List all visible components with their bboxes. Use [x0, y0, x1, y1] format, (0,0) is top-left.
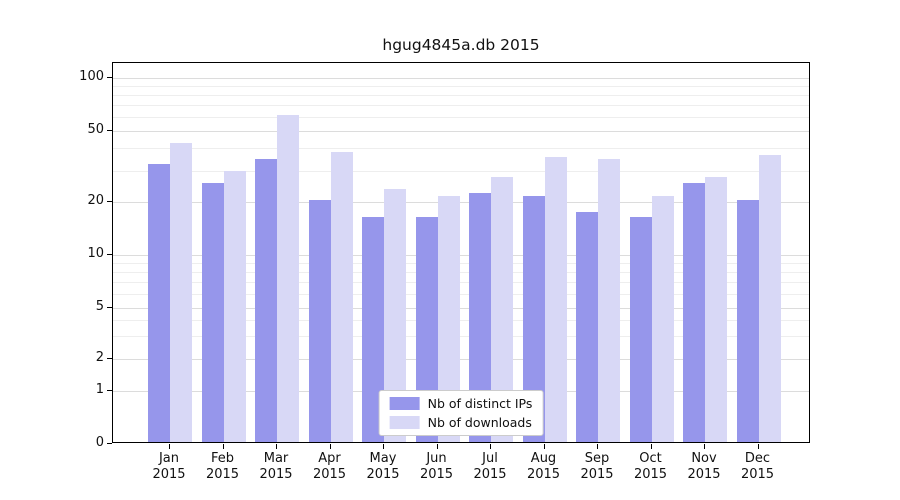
gridline-minor — [113, 272, 809, 274]
y-tick-mark — [107, 307, 112, 308]
bar-downloads — [544, 156, 567, 442]
gridline-major — [113, 131, 809, 132]
x-tick-mark — [222, 444, 224, 449]
bar-distinct-ips — [736, 200, 759, 442]
x-tick-label: Feb 2015 — [205, 451, 240, 482]
y-tick-mark — [107, 358, 112, 359]
gridline-minor — [113, 320, 809, 322]
y-tick-label: 5 — [95, 299, 104, 314]
bar-distinct-ips — [683, 182, 705, 442]
x-tick-label: Mar 2015 — [259, 451, 293, 482]
gridline-minor — [113, 148, 809, 150]
bar-downloads — [384, 189, 406, 442]
legend-label-downloads: Nb of downloads — [427, 415, 532, 430]
x-tick-label: Dec 2015 — [740, 451, 775, 482]
x-tick-mark — [383, 444, 384, 449]
gridline-minor — [113, 117, 809, 119]
y-tick-mark — [107, 77, 112, 78]
y-tick-mark — [107, 254, 112, 255]
gridline-major — [113, 78, 809, 79]
bar-distinct-ips — [629, 217, 652, 442]
x-tick-mark — [276, 444, 277, 449]
y-tick-label: 50 — [87, 122, 104, 137]
bar-distinct-ips — [576, 212, 598, 442]
gridline-minor — [113, 95, 809, 97]
y-tick-label: 0 — [95, 435, 104, 450]
x-tick-mark — [650, 444, 652, 449]
legend-label-distinct-ips: Nb of distinct IPs — [427, 396, 533, 411]
gridline-major — [113, 359, 809, 360]
bar-distinct-ips — [201, 182, 224, 442]
gridline-major — [113, 308, 809, 309]
bar-distinct-ips — [415, 217, 438, 442]
x-tick-mark — [704, 444, 705, 449]
gridline-minor — [113, 263, 809, 265]
y-tick-label: 10 — [87, 246, 104, 261]
y-tick-mark — [107, 390, 112, 391]
gridline-minor — [113, 294, 809, 296]
bar-downloads — [491, 176, 513, 442]
legend-item-distinct-ips: Nb of distinct IPs — [389, 396, 533, 411]
y-tick-label: 20 — [87, 193, 104, 208]
x-tick-mark — [597, 444, 598, 449]
distinct-ips-swatch-icon — [389, 397, 420, 410]
x-tick-label: Jul 2015 — [473, 451, 507, 482]
plot-area: Nb of distinct IPs Nb of downloads — [112, 62, 810, 443]
bar-distinct-ips — [469, 192, 491, 442]
bar-downloads — [437, 196, 460, 442]
bar-downloads — [651, 196, 674, 442]
x-tick-label: Aug 2015 — [526, 451, 561, 482]
y-tick-mark — [107, 443, 112, 444]
x-tick-label: Nov 2015 — [687, 451, 721, 482]
gridline-minor — [113, 282, 809, 284]
bar-downloads — [598, 158, 620, 442]
x-tick-label: Apr 2015 — [312, 451, 347, 482]
chart-title: hgug4845a.db 2015 — [382, 36, 540, 54]
x-tick-mark — [169, 444, 170, 449]
gridline-minor — [113, 170, 809, 172]
x-tick-mark — [543, 444, 545, 449]
bar-distinct-ips — [308, 200, 331, 442]
gridline-major — [113, 255, 809, 256]
y-tick-label: 100 — [79, 69, 104, 84]
bar-downloads — [705, 176, 727, 442]
y-tick-mark — [107, 130, 112, 131]
bar-downloads — [277, 115, 299, 442]
bar-downloads — [170, 142, 192, 442]
x-tick-mark — [436, 444, 438, 449]
x-tick-mark — [490, 444, 491, 449]
x-tick-label: Jun 2015 — [419, 451, 454, 482]
x-tick-label: May 2015 — [366, 451, 400, 482]
bar-downloads — [758, 154, 781, 442]
x-tick-mark — [329, 444, 331, 449]
bar-downloads — [223, 171, 246, 442]
gridline-minor — [113, 86, 809, 88]
y-tick-label: 2 — [95, 350, 104, 365]
gridline-minor — [113, 336, 809, 338]
bar-distinct-ips — [148, 163, 170, 442]
x-tick-label: Jan 2015 — [152, 451, 186, 482]
legend: Nb of distinct IPs Nb of downloads — [378, 390, 544, 436]
legend-item-downloads: Nb of downloads — [389, 415, 533, 430]
y-tick-label: 1 — [95, 382, 104, 397]
bar-downloads — [330, 152, 353, 442]
x-tick-mark — [757, 444, 759, 449]
x-tick-label: Oct 2015 — [633, 451, 668, 482]
bar-distinct-ips — [362, 217, 384, 442]
x-tick-label: Sep 2015 — [580, 451, 614, 482]
downloads-swatch-icon — [389, 416, 420, 429]
gridline-major — [113, 202, 809, 203]
gridline-minor — [113, 105, 809, 107]
bar-distinct-ips — [522, 196, 545, 442]
bar-distinct-ips — [255, 158, 277, 442]
y-tick-mark — [107, 201, 112, 202]
